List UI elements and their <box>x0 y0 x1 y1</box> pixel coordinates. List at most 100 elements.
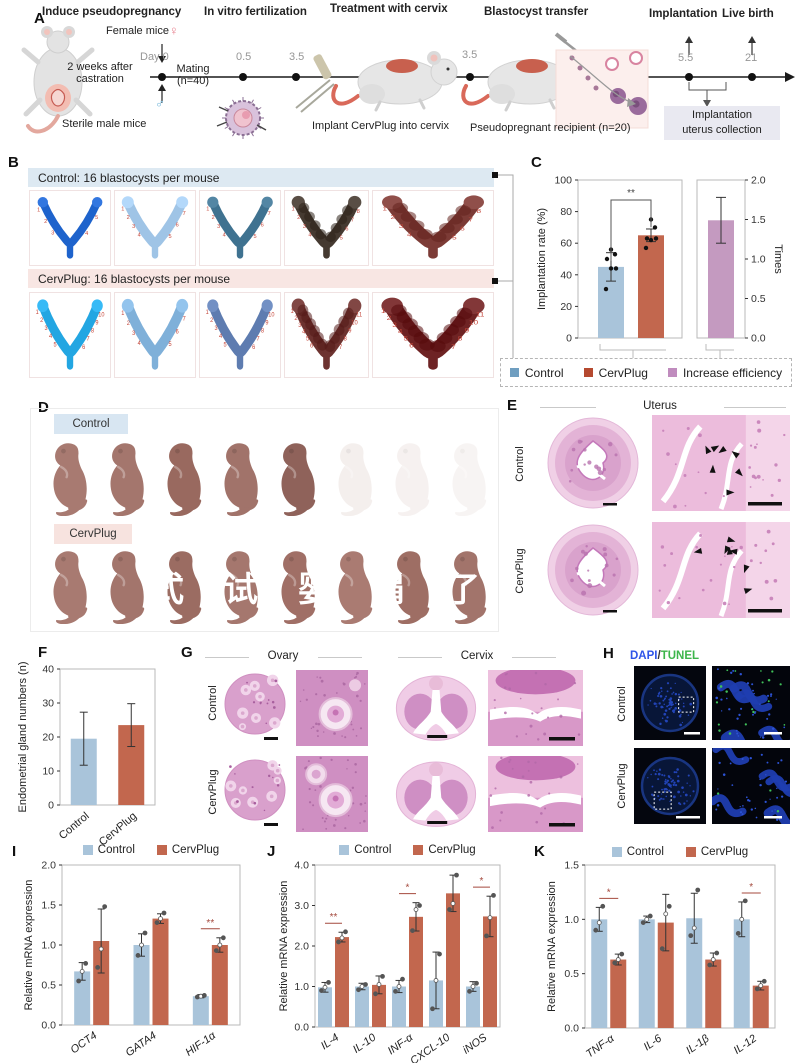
svg-text:20: 20 <box>42 732 54 744</box>
title-rule <box>512 657 556 658</box>
legend-swatch <box>667 368 677 377</box>
svg-text:1: 1 <box>121 206 124 212</box>
tunel-zoom-cervplug-image <box>712 748 790 824</box>
tunel-zoom-control-image <box>712 666 790 740</box>
uterus-zoom-cervplug <box>652 522 790 618</box>
svg-text:11: 11 <box>476 310 485 318</box>
svg-text:3: 3 <box>392 321 397 329</box>
legend-label: Control <box>354 844 392 856</box>
svg-text:6: 6 <box>176 329 180 335</box>
mating-note: Mating (n=40) <box>176 63 210 87</box>
pups-panel-box <box>30 408 499 632</box>
legend-swatch <box>611 847 622 857</box>
svg-text:4.0: 4.0 <box>294 860 309 872</box>
svg-text:9: 9 <box>265 320 269 326</box>
time-3-5a: 3.5 <box>289 51 305 63</box>
svg-text:11: 11 <box>356 311 363 318</box>
day0-label: Day 0 <box>140 51 169 63</box>
svg-text:8: 8 <box>458 335 463 343</box>
panel-label-k: K <box>534 843 545 860</box>
blastocyst-icon <box>216 96 267 140</box>
svg-text:1.0: 1.0 <box>294 981 309 993</box>
svg-text:7: 7 <box>87 336 91 342</box>
cervplug-icon <box>295 54 335 113</box>
pup-image <box>42 440 96 516</box>
svg-text:4: 4 <box>85 231 88 237</box>
svg-text:0.5: 0.5 <box>41 980 56 992</box>
svg-text:4: 4 <box>308 233 312 239</box>
svg-text:8: 8 <box>477 208 482 214</box>
svg-text:4: 4 <box>398 328 403 336</box>
legend-item-increase-efficiency: Increase efficiency <box>667 366 782 380</box>
svg-text:7: 7 <box>268 211 271 217</box>
panel-label-a: A <box>34 10 45 27</box>
panel-connector-lines <box>492 172 734 360</box>
svg-text:40: 40 <box>560 269 572 281</box>
svg-text:6: 6 <box>261 222 264 228</box>
title-rule <box>205 657 249 658</box>
uterus-image: 1 2 3 4 5 6 7 8 9 10 11 <box>284 292 369 378</box>
svg-text:7: 7 <box>468 217 473 223</box>
chart-i-legend: Control CervPlug <box>62 844 240 856</box>
pup-image <box>441 548 495 624</box>
pup-image <box>384 548 438 624</box>
time-5-5: 5.5 <box>678 52 694 64</box>
svg-text:*: * <box>480 876 484 887</box>
svg-text:1: 1 <box>36 310 40 316</box>
svg-text:0: 0 <box>48 800 54 812</box>
uterus-section-cervplug <box>545 522 641 618</box>
legend-label: CervPlug <box>700 846 749 858</box>
histology-control-label: Control <box>207 685 219 721</box>
svg-text:0.0: 0.0 <box>564 1023 579 1035</box>
svg-text:5: 5 <box>452 235 457 241</box>
legend-swatch <box>339 845 350 855</box>
ovary-cervplug-image <box>222 756 288 832</box>
cervix-control-image <box>392 672 480 744</box>
female-symbol: ♀ <box>169 23 179 38</box>
svg-text:2.0: 2.0 <box>751 175 766 187</box>
recipient-note: Pseudopregnant recipient (n=20) <box>470 122 631 134</box>
svg-text:2: 2 <box>127 215 130 221</box>
svg-text:OCT4: OCT4 <box>68 1030 99 1057</box>
svg-text:0.0: 0.0 <box>41 1020 56 1032</box>
svg-text:10: 10 <box>351 319 358 326</box>
male-symbol: ♂ <box>155 96 165 111</box>
svg-text:4: 4 <box>302 329 306 336</box>
uterus-image: 1 2 3 4 5 6 7 8 9 10 <box>199 292 281 378</box>
svg-text:7: 7 <box>351 218 354 224</box>
svg-text:100: 100 <box>554 175 572 187</box>
dapi-control-image <box>634 666 706 740</box>
svg-text:7: 7 <box>183 211 186 217</box>
cervix-cervplug-image <box>392 758 480 830</box>
pup-image <box>99 548 153 624</box>
uterus-title: Uterus <box>643 400 677 412</box>
svg-text:6: 6 <box>409 341 414 349</box>
svg-text:3: 3 <box>298 322 302 329</box>
svg-text:2: 2 <box>127 321 131 327</box>
svg-text:40: 40 <box>42 664 54 676</box>
cervplug-chip: CervPlug <box>54 524 132 544</box>
svg-text:10: 10 <box>42 766 54 778</box>
svg-text:5: 5 <box>254 234 257 240</box>
dapi-label: DAPI <box>630 650 658 662</box>
title-rule <box>540 407 596 408</box>
svg-text:1: 1 <box>381 307 386 315</box>
svg-text:Implantation rate (%): Implantation rate (%) <box>536 208 548 310</box>
svg-text:*: * <box>749 882 753 893</box>
panel-label-i: I <box>12 843 17 860</box>
uterus-zoom-control <box>652 415 790 511</box>
svg-text:6: 6 <box>82 345 86 351</box>
title-rule <box>724 407 786 408</box>
svg-text:8: 8 <box>344 335 348 342</box>
svg-text:5: 5 <box>95 215 98 221</box>
legend-item-control: Control <box>611 846 664 858</box>
legend-label: Control <box>524 365 564 380</box>
svg-text:3: 3 <box>215 326 219 332</box>
pup-image <box>270 548 324 624</box>
chart-k-legend: Control CervPlug <box>585 846 775 858</box>
svg-text:0.0: 0.0 <box>294 1022 309 1034</box>
